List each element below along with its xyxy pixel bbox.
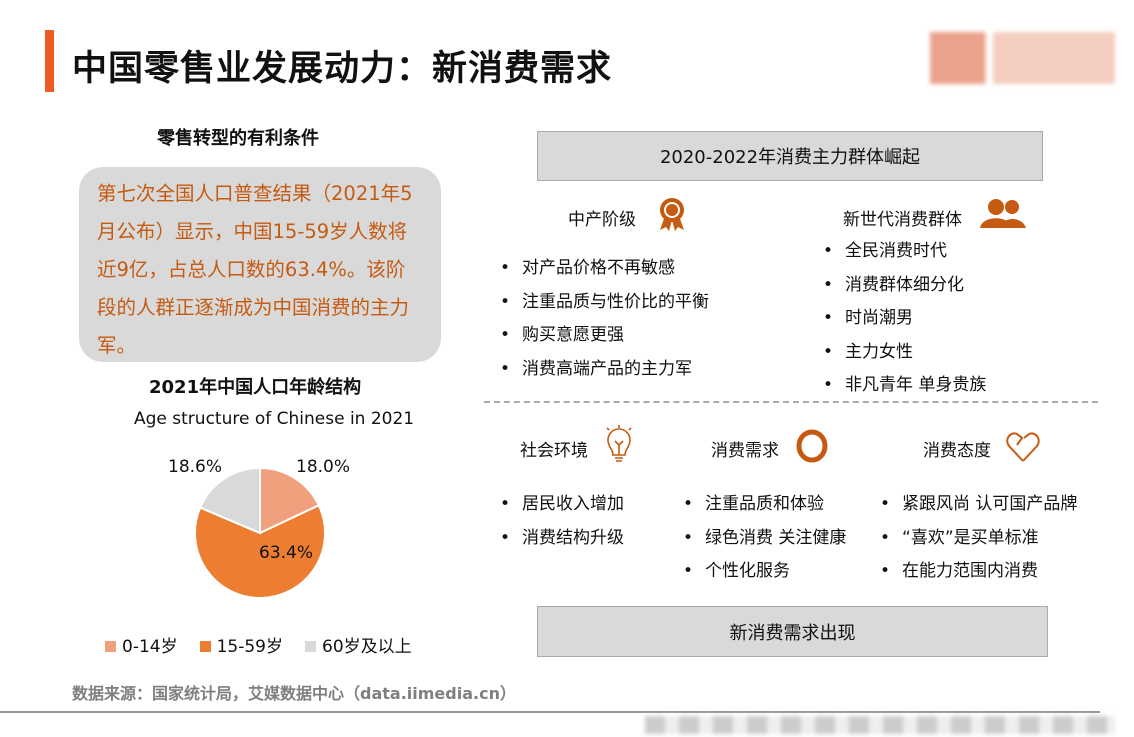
list-item: 个性化服务 [683, 556, 790, 581]
pie-slice-15-59岁 [194, 503, 326, 599]
legend-swatch [105, 641, 116, 652]
list-item: 消费结构升级 [500, 523, 624, 548]
list-item: 消费高端产品的主力军 [500, 354, 692, 379]
chart-title: 2021年中国人口年龄结构 [149, 377, 362, 398]
list-item: 消费群体细分化 [823, 270, 964, 295]
pie-slice-60岁及以上 [198, 466, 261, 535]
blurred-logo [930, 32, 1115, 84]
award-ribbon-icon [660, 198, 684, 231]
group-title: 新世代消费群体 [843, 210, 962, 230]
ring-icon [796, 429, 828, 463]
chart-legend: 0-14岁 15-59岁 60岁及以上 [105, 632, 412, 657]
legend-item: 0-14岁 [105, 632, 178, 657]
dashed-divider [484, 401, 1098, 403]
data-source: 数据来源：国家统计局，艾媒数据中心（data.iimedia.cn） [72, 684, 516, 703]
list-item: 注重品质和体验 [683, 489, 824, 514]
list-item: 全民消费时代 [823, 236, 947, 261]
bottom-banner: 新消费需求出现 [537, 606, 1048, 657]
factor-title: 社会环境 [520, 441, 588, 461]
list-item: 在能力范围内消费 [880, 556, 1038, 581]
list-item: 紧跟风尚 认可国产品牌 [880, 489, 1077, 514]
legend-label: 15-59岁 [216, 637, 283, 657]
blurred-watermark [645, 716, 1115, 734]
legend-label: 0-14岁 [122, 637, 178, 657]
footer-divider [0, 711, 1100, 713]
list-item: 非凡青年 单身贵族 [823, 370, 986, 395]
label-0-14: 18.0% [296, 457, 351, 477]
legend-item: 60岁及以上 [305, 632, 412, 657]
list-item: 注重品质与性价比的平衡 [500, 287, 709, 312]
page-title: 中国零售业发展动力：新消费需求 [72, 49, 613, 89]
list-item: 主力女性 [823, 337, 913, 362]
pie-chart [194, 466, 326, 599]
label-15-59: 63.4% [259, 543, 314, 563]
lightbulb-icon [606, 425, 632, 462]
list-item: 购买意愿更强 [500, 320, 624, 345]
factor-title: 消费需求 [711, 441, 779, 461]
factor-title: 消费态度 [923, 441, 991, 461]
legend-swatch [199, 641, 211, 652]
legend-label: 60岁及以上 [322, 637, 412, 657]
list-item: 时尚潮男 [823, 303, 913, 328]
left-heading: 零售转型的有利条件 [157, 128, 319, 149]
heart-icon [1006, 432, 1040, 462]
list-item: 绿色消费 关注健康 [683, 523, 846, 548]
list-item: 对产品价格不再敏感 [500, 253, 675, 278]
top-banner: 2020-2022年消费主力群体崛起 [537, 131, 1043, 181]
list-item: “喜欢”是买单标准 [880, 523, 1039, 548]
users-icon [980, 199, 1026, 228]
group-title: 中产阶级 [568, 210, 636, 230]
label-60plus: 18.6% [168, 457, 223, 477]
highlight-box: 第七次全国人口普查结果（2021年5月公布）显示，中国15-59岁人数将近9亿，… [79, 167, 441, 362]
legend-swatch [305, 641, 316, 652]
chart-subtitle: Age structure of Chinese in 2021 [134, 409, 415, 429]
title-accent-bar [45, 30, 54, 92]
list-item: 居民收入增加 [500, 489, 624, 514]
legend-item: 15-59岁 [199, 632, 283, 657]
pie-slice-0-14岁 [259, 466, 321, 535]
